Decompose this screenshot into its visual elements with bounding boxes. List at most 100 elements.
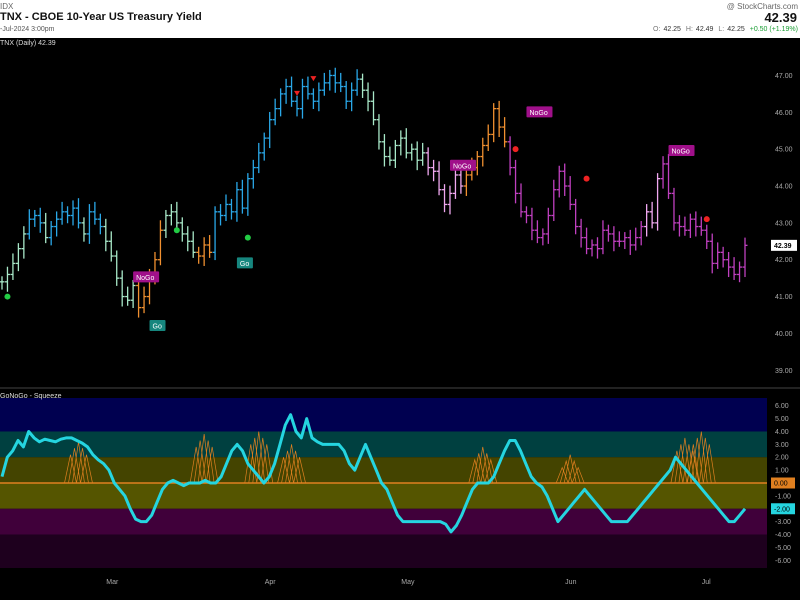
price-bar: [518, 183, 524, 218]
price-bar: [698, 216, 704, 236]
squeeze-spike: [563, 454, 577, 484]
signal-box: [526, 106, 553, 118]
price-bar: [327, 69, 333, 91]
squeeze-spike: [686, 444, 700, 484]
price-bar: [376, 114, 382, 150]
price-y-tick: 39.00: [775, 368, 793, 375]
price-bar: [179, 217, 185, 242]
squeeze-spike: [555, 466, 569, 484]
price-bar: [289, 76, 295, 107]
osc-y-tick: 6.00: [775, 403, 789, 410]
price-bar: [371, 91, 376, 126]
price-bar: [573, 198, 579, 235]
zero-tag-text: 0.00: [774, 481, 788, 488]
price-bar: [75, 198, 81, 229]
price-bar: [294, 95, 300, 117]
squeeze-spike: [293, 457, 306, 484]
price-bar: [190, 231, 196, 258]
price-bar: [354, 69, 360, 96]
osc-y-tick: 4.00: [775, 429, 789, 436]
price-bar: [245, 173, 251, 216]
price-bar: [431, 159, 437, 182]
price-bar: [136, 277, 142, 318]
price-bar: [360, 73, 366, 98]
price-bar: [463, 167, 469, 196]
price-bar: [529, 207, 535, 241]
squeeze-spike: [252, 431, 266, 484]
squeeze-spike: [285, 444, 298, 484]
price-bar: [157, 220, 163, 266]
x-tick: Apr: [265, 579, 277, 586]
price-bar: [54, 211, 60, 237]
trend-dot: [173, 227, 180, 234]
osc-y-tick: 1.00: [775, 468, 789, 475]
price-bar: [261, 132, 267, 161]
trend-dot: [512, 146, 519, 153]
oscillator-band: [0, 534, 767, 568]
price-bar: [731, 257, 737, 280]
squeeze-spike: [678, 437, 692, 484]
price-bar: [704, 224, 710, 250]
price-y-tick: 46.00: [775, 110, 793, 117]
signal-label: NoGo: [136, 275, 154, 282]
price-bar: [742, 237, 748, 278]
price-bar: [578, 218, 584, 248]
price-bar: [671, 187, 677, 231]
price-bar: [168, 204, 174, 226]
price-bar: [616, 231, 622, 247]
squeeze-spike: [256, 437, 270, 484]
price-bar: [114, 250, 120, 286]
signal-box: [449, 159, 476, 171]
osc-y-tick: 3.00: [775, 442, 789, 449]
price-bar: [381, 134, 387, 167]
price-bar: [387, 146, 393, 166]
signal-go-marker: Go: [149, 320, 166, 332]
price-bar: [0, 276, 5, 290]
signal-markers: NoGo Go Go NoGo NoGo NoGo: [4, 76, 710, 332]
price-bar: [720, 246, 726, 268]
price-bar: [709, 233, 715, 274]
price-bar: [398, 130, 404, 156]
squeeze-spike: [480, 453, 494, 484]
ohlc-readout: O: 42.25 H: 42.49 L: 42.25 +0.50 (+1.19%): [650, 26, 798, 33]
price-bar: [343, 81, 349, 110]
price-bar: [655, 173, 661, 231]
high-label: H:: [685, 26, 693, 33]
price-bar: [125, 286, 131, 306]
oscillator-panel-label: GoNoGo - Squeeze: [0, 393, 62, 400]
price-bar: [332, 67, 338, 93]
nogo-triangle: [310, 76, 317, 82]
signal-nogo-marker: NoGo: [133, 271, 160, 283]
squeeze-spike: [571, 466, 585, 484]
price-y-tick: 45.00: [775, 147, 793, 154]
price-bar: [267, 111, 273, 149]
price-bar: [108, 231, 114, 262]
osc-last-tag-text: -2.00: [774, 506, 790, 513]
price-bar: [21, 226, 27, 259]
price-bar: [141, 286, 147, 314]
signal-label: Go: [240, 261, 249, 268]
price-bar: [507, 136, 513, 176]
price-bar: [687, 213, 693, 238]
oscillator-bands: [0, 398, 767, 568]
price-bar: [638, 221, 644, 246]
price-bar: [223, 194, 229, 222]
chart-header: IDX TNX - CBOE 10-Year US Treasury Yield…: [0, 0, 800, 38]
price-bar: [130, 279, 136, 308]
symbol-code: IDX: [0, 2, 14, 11]
chart-date: -Jul-2024 3:00pm: [0, 26, 55, 33]
price-bar: [556, 165, 562, 198]
price-bar: [502, 117, 508, 148]
osc-y-tick: -5.00: [775, 545, 791, 552]
signal-go-marker: Go: [236, 257, 253, 269]
price-bar: [97, 213, 103, 235]
squeeze-spike: [567, 459, 581, 484]
signal-label: NoGo: [529, 110, 547, 117]
axes: 39.00 40.00 41.00 42.00 43.00 44.00 45.00 46.00…: [0, 73, 800, 586]
price-bar: [436, 161, 442, 196]
price-bar: [622, 232, 628, 250]
price-bar: [414, 141, 420, 171]
high-value: 42.49: [695, 26, 714, 33]
price-bar: [212, 206, 218, 261]
